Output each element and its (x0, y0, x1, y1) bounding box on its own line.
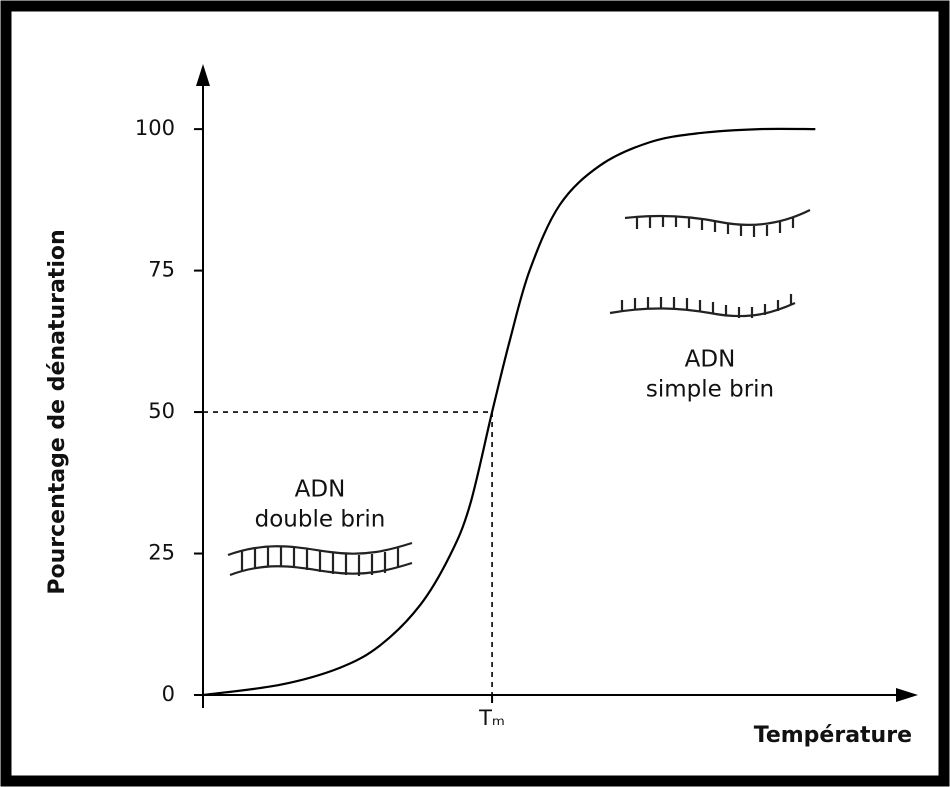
annotation: double brin (255, 507, 386, 533)
single-strand-icon (609, 209, 811, 318)
y-axis-title: Pourcentage de dénaturation (45, 229, 70, 594)
annotation: simple brin (646, 377, 774, 403)
x-tick-label: Tₘ (478, 706, 505, 730)
melting-curve (202, 127, 816, 697)
y-tick-label: 25 (148, 541, 175, 565)
annotation: ADN (685, 347, 736, 373)
y-tick-label: 100 (135, 116, 175, 140)
double-strand-icon (227, 541, 413, 577)
y-tick-label: 75 (148, 258, 175, 282)
y-tick-label: 0 (162, 682, 175, 706)
y-arrow (196, 64, 210, 86)
x-arrow (896, 688, 918, 702)
x-axis-title: Température (754, 723, 912, 748)
axes (196, 64, 918, 708)
y-tick-label: 50 (148, 399, 175, 423)
annotation: ADN (295, 477, 346, 503)
